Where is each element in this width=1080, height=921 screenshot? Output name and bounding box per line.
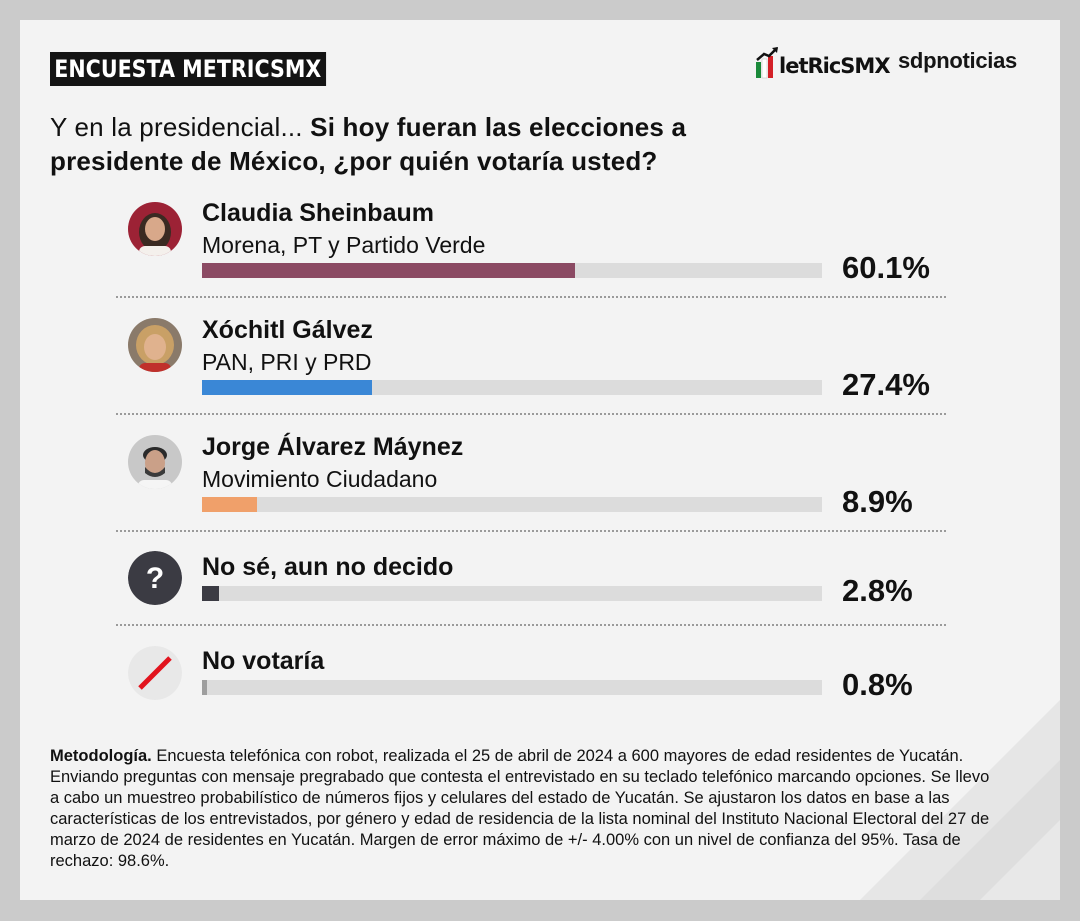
metricsmx-logo: letRicSMX [755, 42, 891, 80]
bar-galvez [202, 380, 372, 395]
bar-track [202, 680, 822, 695]
candidate-photo-maynez [128, 435, 182, 489]
candidate-party: PAN, PRI y PRD [202, 349, 372, 375]
candidate-photo-sheinbaum [128, 202, 182, 256]
no-vote-icon [128, 646, 182, 700]
value-label: 2.8% [842, 573, 913, 608]
methodology-note: Metodología. Encuesta telefónica con rob… [50, 746, 990, 872]
candidate-party: Movimiento Ciudadano [202, 466, 438, 492]
question-main: Si hoy fueran las elecciones a president… [50, 112, 687, 176]
metricsmx-logo-text: letRicSMX [779, 54, 891, 78]
row-separator [116, 624, 946, 626]
bar-sheinbaum [202, 263, 575, 278]
bar-track [202, 586, 822, 601]
poll-question: Y en la presidencial... Si hoy fueran la… [50, 110, 770, 178]
row-separator [116, 530, 946, 532]
methodology-title: Metodología. [50, 747, 152, 765]
bar-track [202, 497, 822, 512]
value-label: 0.8% [842, 667, 913, 702]
svg-text:?: ? [146, 562, 164, 595]
question-icon: ? [128, 551, 182, 605]
survey-badge: ENCUESTA METRICSMX [50, 52, 326, 86]
bar-maynez [202, 497, 258, 512]
option-name: No sé, aun no decido [202, 553, 454, 581]
bar-track [202, 263, 822, 278]
candidate-party: Morena, PT y Partido Verde [202, 232, 486, 258]
sdpnoticias-logo: sdpnoticias [898, 48, 1017, 73]
question-intro: Y en la presidencial... [50, 112, 303, 142]
methodology-text: Encuesta telefónica con robot, realizada… [50, 747, 990, 870]
bar-track [202, 380, 822, 395]
candidate-name: Xóchitl Gálvez [202, 316, 373, 344]
candidate-photo-galvez [128, 318, 182, 372]
bar-no-vote [202, 680, 207, 695]
value-label: 8.9% [842, 484, 913, 519]
row-separator [116, 296, 946, 298]
poll-card: ENCUESTA METRICSMX letRicSMX sdpnoticias… [20, 20, 1060, 900]
value-label: 27.4% [842, 367, 930, 402]
candidate-name: Jorge Álvarez Máynez [202, 433, 464, 461]
row-separator [116, 413, 946, 415]
bar-undecided [202, 586, 220, 601]
value-label: 60.1% [842, 250, 930, 285]
candidate-name: Claudia Sheinbaum [202, 199, 434, 227]
option-name: No votaría [202, 647, 325, 675]
metricsmx-flag-icon [756, 47, 778, 79]
